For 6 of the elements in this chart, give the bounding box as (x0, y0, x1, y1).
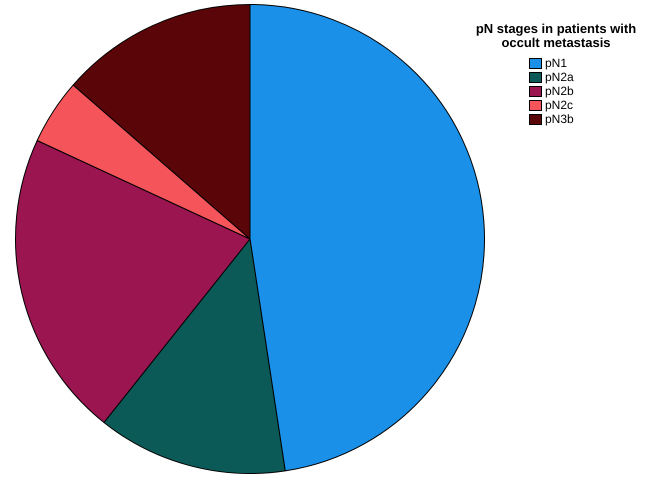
legend-title: pN stages in patients with occult metastasis (474, 21, 638, 50)
legend-label: pN3b (545, 112, 574, 126)
legend-label: pN2c (545, 98, 574, 112)
legend-label: pN2a (545, 70, 574, 84)
legend-label: pN1 (545, 56, 568, 70)
legend-label: pN2b (545, 84, 574, 98)
